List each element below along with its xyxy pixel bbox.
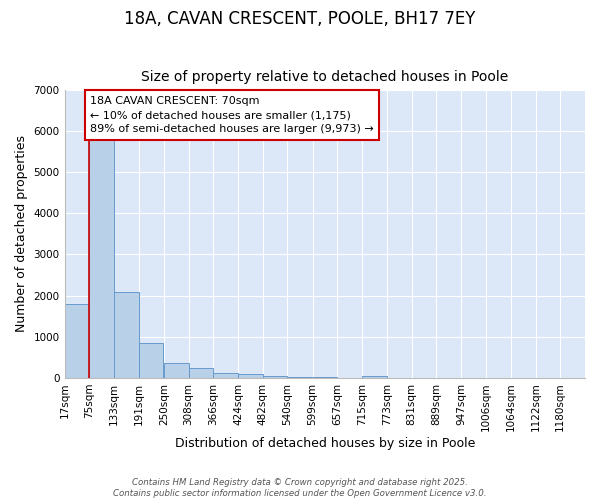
Text: 18A, CAVAN CRESCENT, POOLE, BH17 7EY: 18A, CAVAN CRESCENT, POOLE, BH17 7EY (124, 10, 476, 28)
Title: Size of property relative to detached houses in Poole: Size of property relative to detached ho… (141, 70, 508, 85)
Bar (114, 292, 139, 378)
Bar (214, 374, 238, 378)
Text: Contains HM Land Registry data © Crown copyright and database right 2025.
Contai: Contains HM Land Registry data © Crown c… (113, 478, 487, 498)
Bar (188, 368, 214, 378)
Text: 18A CAVAN CRESCENT: 70sqm
← 10% of detached houses are smaller (1,175)
89% of se: 18A CAVAN CRESCENT: 70sqm ← 10% of detac… (90, 96, 374, 134)
Bar (238, 374, 263, 378)
Bar (65, 304, 89, 378)
Bar (89, 139, 114, 378)
Bar (287, 377, 312, 378)
Bar (139, 344, 163, 378)
Bar (164, 364, 188, 378)
Bar (362, 376, 387, 378)
Bar (263, 376, 287, 378)
Y-axis label: Number of detached properties: Number of detached properties (15, 136, 28, 332)
X-axis label: Distribution of detached houses by size in Poole: Distribution of detached houses by size … (175, 437, 475, 450)
